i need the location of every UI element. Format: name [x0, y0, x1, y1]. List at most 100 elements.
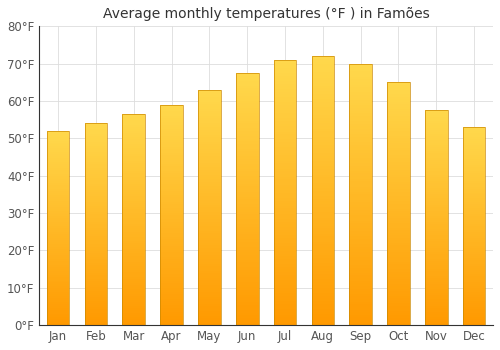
Bar — [387, 240, 410, 243]
Bar — [350, 291, 372, 294]
Bar — [198, 132, 220, 134]
Bar — [46, 201, 70, 203]
Bar — [160, 244, 183, 246]
Bar — [160, 296, 183, 299]
Bar — [198, 304, 220, 306]
Bar — [160, 116, 183, 118]
Bar — [274, 108, 296, 110]
Bar — [387, 320, 410, 323]
Bar — [160, 131, 183, 133]
Bar — [84, 261, 108, 262]
Bar — [84, 125, 108, 127]
Bar — [84, 154, 108, 156]
Bar — [274, 153, 296, 155]
Bar — [236, 172, 258, 174]
Bar — [274, 105, 296, 108]
Bar — [236, 191, 258, 194]
Bar — [425, 136, 448, 138]
Bar — [463, 137, 485, 139]
Bar — [463, 276, 485, 278]
Bar — [387, 272, 410, 274]
Bar — [387, 308, 410, 310]
Bar — [198, 196, 220, 198]
Bar — [350, 205, 372, 208]
Bar — [312, 199, 334, 202]
Bar — [160, 241, 183, 244]
Bar — [160, 301, 183, 303]
Bar — [463, 270, 485, 272]
Bar — [160, 321, 183, 323]
Bar — [387, 82, 410, 85]
Bar — [160, 109, 183, 111]
Bar — [274, 272, 296, 275]
Bar — [46, 220, 70, 222]
Bar — [122, 224, 145, 226]
Bar — [425, 138, 448, 140]
Bar — [274, 81, 296, 84]
Bar — [463, 214, 485, 216]
Bar — [463, 195, 485, 196]
Bar — [160, 142, 183, 145]
Bar — [46, 319, 70, 321]
Bar — [312, 245, 334, 247]
Bar — [46, 203, 70, 205]
Bar — [236, 250, 258, 252]
Bar — [84, 142, 108, 143]
Bar — [274, 270, 296, 272]
Bar — [463, 216, 485, 218]
Bar — [84, 226, 108, 228]
Bar — [274, 203, 296, 206]
Bar — [425, 239, 448, 241]
Bar — [122, 127, 145, 129]
Bar — [463, 286, 485, 288]
Bar — [350, 215, 372, 218]
Bar — [122, 264, 145, 266]
Bar — [387, 257, 410, 260]
Bar — [84, 267, 108, 269]
Bar — [84, 254, 108, 257]
Bar — [46, 290, 70, 292]
Bar — [312, 126, 334, 129]
Bar — [350, 236, 372, 239]
Bar — [160, 246, 183, 248]
Bar — [198, 130, 220, 132]
Bar — [84, 293, 108, 295]
Bar — [198, 163, 220, 165]
Bar — [46, 310, 70, 312]
Bar — [46, 312, 70, 314]
Bar — [350, 64, 372, 66]
Bar — [46, 212, 70, 215]
Bar — [312, 269, 334, 271]
Bar — [236, 224, 258, 227]
Bar — [160, 281, 183, 283]
Bar — [236, 298, 258, 300]
Bar — [122, 260, 145, 262]
Bar — [160, 224, 183, 226]
Bar — [350, 64, 372, 325]
Bar — [350, 121, 372, 124]
Bar — [463, 198, 485, 201]
Bar — [122, 237, 145, 239]
Bar — [198, 205, 220, 208]
Bar — [198, 146, 220, 149]
Bar — [350, 192, 372, 194]
Bar — [312, 298, 334, 301]
Bar — [160, 303, 183, 305]
Bar — [312, 110, 334, 113]
Bar — [198, 278, 220, 280]
Bar — [387, 180, 410, 182]
Bar — [387, 187, 410, 189]
Bar — [198, 254, 220, 257]
Bar — [463, 264, 485, 266]
Bar — [463, 248, 485, 250]
Bar — [198, 250, 220, 252]
Bar — [387, 301, 410, 303]
Bar — [274, 187, 296, 190]
Bar — [463, 306, 485, 307]
Bar — [46, 168, 70, 170]
Bar — [236, 174, 258, 176]
Bar — [198, 264, 220, 266]
Bar — [387, 286, 410, 289]
Bar — [387, 315, 410, 318]
Bar — [198, 142, 220, 144]
